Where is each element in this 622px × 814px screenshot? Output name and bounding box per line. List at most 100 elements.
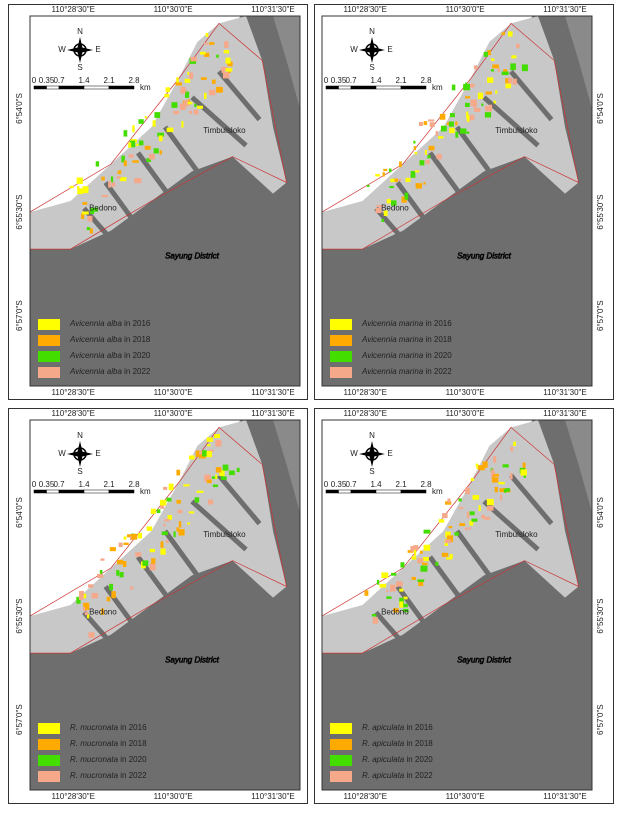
map-panel: 110°28'30"E110°28'30"E110°30'0"E110°30'0…: [315, 409, 614, 804]
patch: [208, 500, 213, 505]
patch: [486, 92, 492, 95]
legend-period: in 2022: [406, 771, 433, 780]
scale-segment: [47, 86, 60, 89]
legend-period: in 2018: [124, 335, 151, 344]
patch: [88, 584, 93, 587]
legend-species: R. mucronata: [70, 771, 119, 780]
patch: [491, 469, 494, 475]
patch: [424, 530, 431, 534]
patch: [204, 43, 208, 45]
district-label: Sayung District: [165, 252, 220, 261]
legend-label: R. mucronata in 2022: [70, 771, 147, 780]
patch: [85, 612, 88, 615]
legend-swatch: [330, 755, 352, 766]
scale-label: 2.1: [103, 480, 115, 489]
patch: [171, 102, 177, 108]
patch: [194, 110, 199, 115]
patch: [498, 482, 504, 484]
patch: [440, 114, 446, 120]
lon-label-bottom: 110°30'0"E: [154, 388, 193, 397]
patch: [119, 543, 123, 547]
lat-label: 6°55'30"S: [596, 599, 605, 634]
patch: [111, 591, 116, 598]
patch: [430, 122, 435, 127]
patch: [390, 585, 396, 592]
scale-label: 0.35: [331, 76, 347, 85]
legend-species: R. apiculata: [362, 739, 405, 748]
legend-swatch: [330, 739, 352, 750]
patch: [207, 444, 211, 446]
patch: [465, 83, 467, 85]
patch: [153, 120, 156, 127]
scale-segment: [326, 490, 339, 493]
district-label: Sayung District: [457, 252, 512, 261]
patch: [100, 558, 104, 560]
patch: [495, 487, 498, 492]
patch: [154, 112, 160, 118]
legend-period: in 2022: [124, 367, 151, 376]
lon-label-top: 110°31'30"E: [251, 5, 294, 14]
patch: [189, 511, 194, 513]
compass-letter: S: [369, 63, 374, 72]
place-label: Bedono: [89, 204, 117, 213]
compass-letter: W: [350, 449, 358, 458]
patch: [472, 495, 479, 500]
patch: [77, 188, 83, 194]
legend-swatch: [38, 739, 60, 750]
patch: [138, 119, 143, 124]
patch: [135, 552, 141, 556]
scale-label: 2.1: [103, 76, 115, 85]
scale-segment: [59, 490, 84, 493]
patch: [118, 170, 122, 174]
patch: [164, 519, 170, 521]
place-label: Bedono: [89, 608, 117, 617]
lat-label: 6°54'0"S: [596, 93, 605, 124]
place-label: Bedono: [381, 204, 409, 213]
legend-swatch: [330, 335, 352, 346]
patch: [425, 160, 429, 164]
legend-label: Avicennia alba in 2016: [69, 319, 151, 328]
patch: [465, 488, 470, 494]
patch: [185, 79, 191, 83]
scale-segment: [47, 490, 60, 493]
patch: [467, 512, 469, 519]
patch: [169, 484, 174, 491]
patch: [154, 148, 159, 153]
lat-label: 6°54'0"S: [15, 497, 24, 528]
patch: [131, 534, 137, 540]
place-label: Timbulsloko: [203, 530, 246, 539]
patch: [399, 179, 402, 181]
patch: [423, 182, 425, 185]
legend-label: R. mucronata in 2018: [70, 739, 147, 748]
patch: [411, 171, 416, 178]
patch: [97, 574, 103, 578]
scale-unit: km: [432, 83, 443, 92]
map-frame: [30, 420, 300, 790]
patch: [379, 584, 386, 588]
patch: [163, 524, 165, 527]
patch: [422, 563, 428, 565]
patch: [396, 581, 403, 586]
patch: [79, 594, 84, 600]
patch: [466, 112, 468, 119]
lon-label-top: 110°30'0"E: [446, 409, 485, 418]
patch: [510, 473, 513, 479]
lon-label-bottom: 110°28'30"E: [343, 388, 386, 397]
patch: [471, 478, 474, 481]
scale-label: 2.1: [395, 76, 407, 85]
compass-letter: E: [387, 449, 392, 458]
patch: [96, 161, 99, 166]
patch: [389, 186, 394, 188]
scale-segment: [376, 490, 401, 493]
map-frame: [322, 420, 592, 790]
lon-label-bottom: 110°28'30"E: [51, 792, 94, 801]
patch: [147, 526, 153, 530]
patch: [447, 499, 450, 503]
patch: [70, 186, 74, 188]
patch: [446, 557, 452, 559]
patch: [117, 176, 121, 178]
patch: [452, 85, 455, 91]
patch: [189, 111, 192, 114]
patch: [522, 64, 528, 71]
legend-label: Avicennia alba in 2022: [69, 367, 151, 376]
